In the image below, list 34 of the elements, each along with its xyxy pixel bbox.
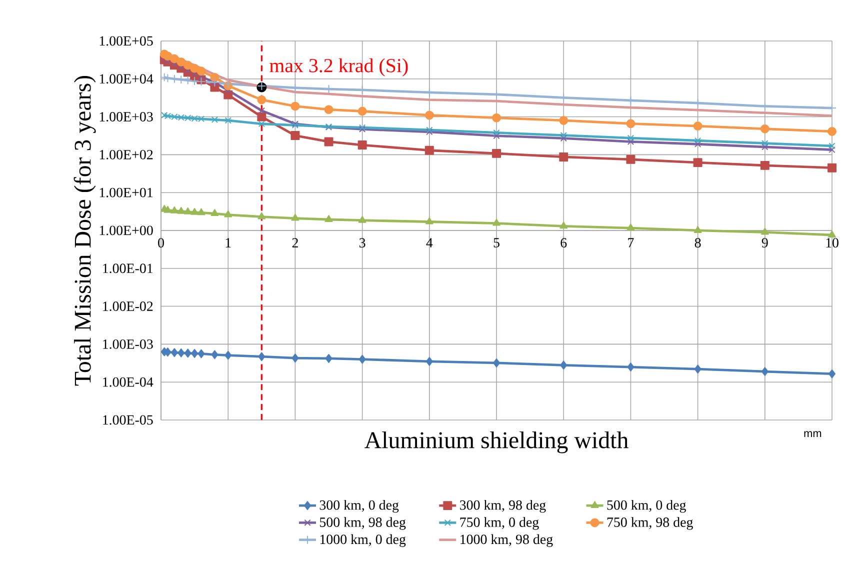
x-tick-label: 5 [494,238,500,248]
y-tick-label: 1.00E-01 [103,264,153,274]
x-tick-label: 9 [762,238,768,248]
y-tick-label: 1.00E+01 [100,188,153,198]
text: mm [804,431,822,437]
x-tick-label: 8 [694,238,701,248]
legend-label: 500 km, 98 deg [320,517,406,530]
y-tick-label: 1.00E-03 [103,339,153,349]
legend-label: 300 km, 98 deg [460,500,546,513]
legend-label: 1000 km, 98 deg [460,534,553,547]
legend-label: 1000 km, 0 deg [320,534,406,547]
y-tick-label: 1.00E+05 [100,36,153,46]
legend-label: 750 km, 0 deg [460,517,539,530]
x-tick-label: 7 [628,238,634,248]
x-tick-label: 2 [292,238,298,248]
x-tick-label: 10 [826,238,838,248]
x-tick-label: 1 [226,238,231,248]
y-tick-label: 1.00E+02 [100,150,153,160]
legend-label: 750 km, 98 deg [607,517,693,530]
annotation: max 3.2 krad (Si) [270,58,408,76]
x-tick-label: 6 [560,238,567,248]
y-axis-title: Total Mission Dose (for 3 years) [74,76,96,386]
legend-label: 500 km, 0 deg [607,500,686,513]
y-tick-label: 1.00E+04 [100,74,154,84]
y-tick-label: 1.00E-05 [103,415,153,425]
y-tick-label: 1.00E+00 [100,226,153,236]
x-tick-label: 0 [158,238,164,248]
x-tick-label: 3 [359,238,366,248]
y-tick-label: 1.00E-02 [103,302,153,312]
x-axis-title: Aluminium shielding width [364,431,628,454]
x-tick-label: 4 [426,238,433,248]
y-tick-label: 1.00E-04 [103,377,154,387]
legend-label: 300 km, 0 deg [320,500,399,513]
y-tick-label: 1.00E+03 [100,112,153,122]
